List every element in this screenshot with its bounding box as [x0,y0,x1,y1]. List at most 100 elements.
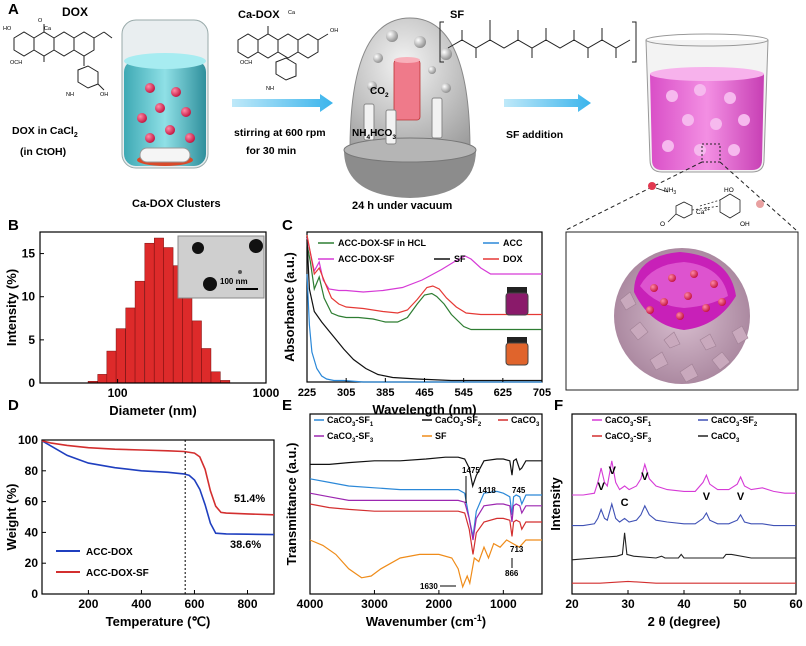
histogram-bar [125,307,136,384]
series-line-sf [309,539,542,589]
legend-label: CaCO3-SF2 [435,415,482,428]
x-tick-label: 800 [237,597,257,611]
x-tick-label: 705 [533,387,551,399]
series-line-acc [306,273,542,383]
histogram-bar [115,328,126,384]
phase-marker-c: C [621,497,629,509]
peak-label-713: 713 [510,545,524,554]
annotation-38-6: 38.6% [230,539,261,551]
ca-dox-nh2-label: NH [266,86,274,92]
phase-marker-v: V [609,465,617,477]
x-tick-label: 100 [108,386,128,400]
ca-dox-clusters-label: Ca-DOX Clusters [132,198,221,210]
series-line-acc-dox-sf-in-hcl [306,243,542,331]
oh-label: OH [740,221,750,228]
y-axis-title: Absorbance (a.u.) [282,252,297,362]
y-tick-label: 0 [28,376,35,390]
plot-frame [41,439,275,595]
nanoparticle-inset [565,231,799,391]
x-tick-label: 625 [494,387,512,399]
phase-marker-v: V [597,481,605,493]
chart-b-size-distribution: B 100 1000 0 5 10 15 Diameter (nm) Intensity (%… [4,217,280,418]
chart-b-tem-inset: 100 nm [177,235,265,299]
legend-label: CaCO3 [511,415,540,428]
dox-ca-label: Ca [44,26,52,32]
x-tick-label: 3000 [361,597,388,611]
series-line-caco3 [309,503,542,555]
histogram-bar [134,280,145,384]
ca-dox-och3-label: OCH [240,60,252,66]
panel-label-c: C [282,217,293,234]
y-tick-label: 80 [25,464,39,478]
panel-label-a: A [8,1,19,18]
y-axis-title: Weight (%) [4,484,19,551]
for-30-min-label: for 30 min [246,145,296,157]
annotation-51-4: 51.4% [234,493,265,505]
dox-in-cacl2-label: DOX in CaCl2 [12,125,78,139]
nh3-label: NH3 [664,187,676,196]
x-axis-title: Temperature (℃) [106,614,211,629]
histogram-bar [154,237,164,384]
x-axis-title: 2 θ (degree) [648,614,721,629]
y-tick-label: 5 [28,333,35,347]
y-axis-title: Transmittance (a.u.) [284,443,299,566]
legend-label: ACC-DOX [86,547,133,558]
legend-label: CaCO3-SF3 [605,431,652,444]
legend-label: SF [435,431,447,441]
co2-label: CO2 [370,86,389,99]
series-line-caco3-sf1 [309,478,542,537]
x-axis-title: Wavelength (nm) [372,402,476,417]
chart-b-plot: 100 1000 0 5 10 15 Diameter (nm) Intensity (%) [4,231,280,418]
histogram-bar [201,348,212,384]
o-label: O [660,221,665,228]
peak-label-866: 866 [505,569,519,578]
series-line-caco3-sf2 [572,501,796,527]
chart-c-vials-icon [505,287,529,366]
y-tick-label: 0 [31,587,38,601]
series-line-dox [306,234,542,316]
ca-dox-label: Ca-DOX [238,9,280,21]
vacuum-label: 24 h under vacuum [352,200,452,212]
y-tick-label: 40 [25,525,39,539]
plot-frame [39,231,267,384]
x-tick-label: 200 [78,597,98,611]
histogram-bar [163,247,174,384]
x-tick-label: 20 [565,597,579,611]
series-line-caco3-sf3 [572,580,796,584]
x-tick-label: 1000 [490,597,517,611]
x-tick-label: 400 [131,597,151,611]
peak-label-1630: 1630 [420,582,438,591]
dox-label: DOX [62,5,88,19]
series-line-acc-dox-sf [306,237,542,293]
series-line-acc-dox-sf [41,440,275,516]
x-tick-label: 225 [298,387,316,399]
phase-marker-v: V [641,471,649,483]
histogram-bar [210,371,221,384]
chart-b-inset-scale-label: 100 nm [220,277,248,286]
x-tick-label: 40 [677,597,691,611]
sf-polymer-icon [439,20,637,63]
panel-label-d: D [8,397,19,414]
ho-label: HO [724,187,734,194]
arrow-1-icon [232,94,333,112]
chart-e-ftir: E 4000 3000 2000 1000 Wavenumber (cm-1) Trans… [282,397,543,629]
chart-c-uv-vis: C 225 305 385 465 545 625 705 Wavelength (nm) Ab… [282,217,551,417]
dox-molecule-icon [13,24,113,91]
x-tick-label: 385 [376,387,394,399]
histogram-bar [106,350,117,384]
series-line-acc-dox [41,440,275,536]
histogram-bar [144,242,155,384]
x-tick-label: 60 [789,597,803,611]
histogram-bar [97,374,108,384]
legend-label: SF [454,254,466,264]
peak-label-745: 745 [512,486,526,495]
series-line-caco3-sf3 [309,492,542,541]
ca-dox-molecule-icon [237,26,329,81]
x-tick-label: 305 [337,387,355,399]
panel-label-e: E [282,397,292,414]
chart-d-plot: 200 400 600 800 0 20 40 60 80 100 Temperature (℃) W… [4,433,275,629]
dox-o-label: O [38,18,43,24]
panel-label-b: B [8,217,19,234]
legend-label: CaCO3-SF3 [327,431,374,444]
